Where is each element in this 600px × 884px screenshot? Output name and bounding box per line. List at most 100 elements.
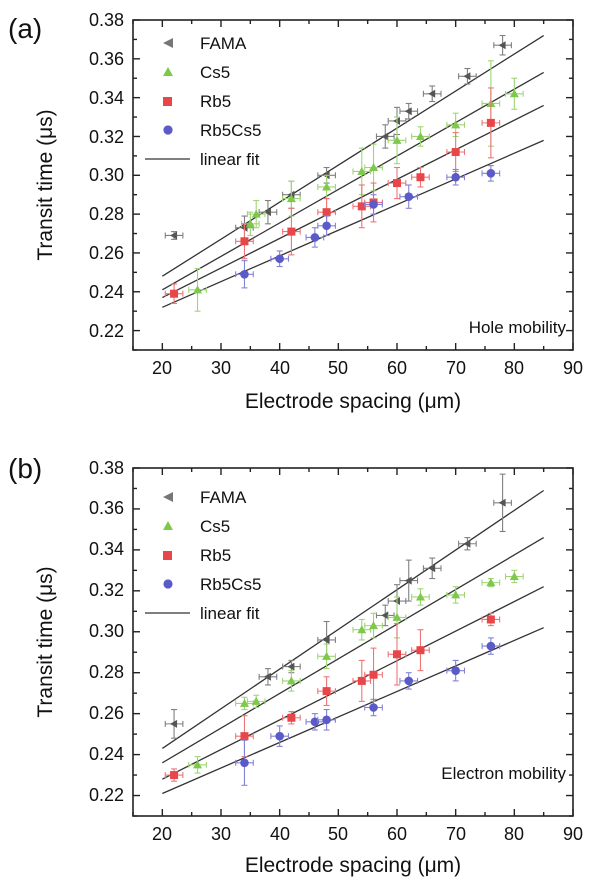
marker-circle bbox=[451, 666, 460, 675]
marker-triangle-left bbox=[381, 132, 389, 141]
data-point-fama bbox=[164, 709, 184, 739]
data-point-rb5 bbox=[282, 207, 301, 256]
marker-circle bbox=[369, 703, 378, 712]
marker-triangle-up bbox=[357, 625, 367, 634]
marker-square bbox=[357, 676, 366, 685]
marker-triangle-left bbox=[463, 72, 471, 81]
marker-triangle-left bbox=[428, 564, 436, 573]
panel-a-x-tick-labels: 20 30 40 50 60 70 80 90 bbox=[152, 358, 583, 378]
panel-a-xtick-label: 70 bbox=[446, 358, 466, 378]
panel-b: (b) 0.22 0.24 0.26 0.28 0.30 0.32 0.34 0… bbox=[8, 453, 583, 877]
panel-a-ytick-label: 0.30 bbox=[89, 165, 124, 185]
data-point-fama bbox=[399, 559, 419, 602]
data-point-rb5cs5 bbox=[317, 215, 336, 237]
panel-b-xtick-label: 70 bbox=[446, 824, 466, 844]
data-point-cs5 bbox=[317, 174, 336, 200]
legend-label-rb5: Rb5 bbox=[200, 92, 231, 111]
panel-a-ytick-label: 0.28 bbox=[89, 204, 124, 224]
marker-square bbox=[369, 670, 378, 679]
panel-b-ytick-label: 0.34 bbox=[89, 539, 124, 559]
marker-square bbox=[393, 179, 401, 188]
fit-line-cs5 bbox=[162, 71, 544, 291]
legend-label-cs5: Cs5 bbox=[200, 63, 230, 82]
data-point-rb5cs5 bbox=[270, 725, 290, 747]
data-point-rb5cs5 bbox=[364, 194, 383, 215]
legend-label-fit: linear fit bbox=[200, 604, 260, 623]
data-point-rb5cs5 bbox=[446, 659, 466, 682]
marker-triangle-up bbox=[392, 612, 402, 621]
panel-a-ytick-label: 0.24 bbox=[89, 282, 124, 302]
marker-triangle-up bbox=[193, 760, 203, 769]
legend-rb5-marker bbox=[163, 551, 172, 560]
data-point-rb5 bbox=[317, 676, 336, 707]
panel-b-xtick-label: 40 bbox=[270, 824, 290, 844]
marker-triangle-left bbox=[170, 719, 178, 728]
panel-b-x-tick-labels: 20 30 40 50 60 70 80 90 bbox=[152, 824, 583, 844]
panel-a-ytick-label: 0.38 bbox=[89, 10, 124, 30]
fit-line-cs5 bbox=[162, 537, 544, 764]
panel-b-xtick-label: 60 bbox=[387, 824, 407, 844]
data-point-fama bbox=[422, 85, 442, 103]
data-point-cs5 bbox=[352, 618, 372, 641]
data-point-fama bbox=[458, 67, 477, 85]
data-point-rb5cs5 bbox=[364, 698, 383, 717]
legend-label-cs5: Cs5 bbox=[200, 517, 230, 536]
fit-line-rb5cs5 bbox=[162, 627, 544, 795]
panel-a: (a) 0.22 0.24 0.26 0.28 0.30 0.32 0.34 0… bbox=[8, 10, 583, 413]
marker-triangle-left bbox=[498, 41, 506, 50]
data-point-rb5 bbox=[411, 166, 430, 188]
data-point-cs5 bbox=[446, 112, 466, 138]
data-point-fama bbox=[399, 102, 419, 120]
data-point-fama bbox=[258, 668, 278, 686]
fit-line-rb5cs5 bbox=[162, 139, 544, 308]
marker-circle bbox=[486, 641, 496, 651]
panel-a-data-points bbox=[164, 34, 524, 312]
marker-square bbox=[287, 227, 296, 236]
panel-b-plot-frame bbox=[132, 467, 574, 817]
panel-a-annotation: Hole mobility bbox=[469, 318, 567, 337]
marker-circle bbox=[310, 233, 320, 242]
panel-b-label: (b) bbox=[8, 453, 42, 484]
panel-b-ytick-label: 0.30 bbox=[89, 621, 124, 641]
data-point-rb5 bbox=[387, 623, 407, 686]
data-point-rb5cs5 bbox=[481, 637, 501, 655]
panel-a-ytick-label: 0.26 bbox=[89, 243, 124, 263]
marker-triangle-up bbox=[286, 194, 296, 203]
marker-triangle-up bbox=[486, 578, 496, 587]
data-point-fama bbox=[258, 199, 278, 225]
panel-b-annotation: Electron mobility bbox=[441, 764, 566, 783]
marker-square bbox=[287, 713, 296, 722]
marker-triangle-up bbox=[451, 120, 461, 129]
fit-line-rb5 bbox=[162, 104, 544, 299]
marker-triangle-up bbox=[415, 592, 425, 601]
data-point-cs5 bbox=[246, 199, 266, 229]
data-point-cs5 bbox=[504, 569, 524, 584]
legend-label-fit: linear fit bbox=[200, 150, 260, 169]
marker-triangle-up bbox=[369, 621, 379, 630]
data-point-rb5cs5 bbox=[235, 739, 254, 786]
data-point-cs5 bbox=[504, 77, 524, 110]
panel-b-legend: FAMA Cs5 Rb5 Rb5Cs5 linear fit bbox=[145, 488, 261, 623]
data-point-rb5 bbox=[282, 711, 301, 725]
data-point-rb5 bbox=[481, 612, 501, 627]
panel-a-xtick-label: 30 bbox=[211, 358, 231, 378]
panel-b-ytick-label: 0.22 bbox=[89, 785, 124, 805]
data-point-rb5cs5 bbox=[305, 227, 325, 248]
marker-triangle-up bbox=[451, 590, 461, 599]
marker-square bbox=[170, 771, 179, 780]
marker-triangle-up bbox=[239, 698, 249, 707]
data-point-fama bbox=[422, 557, 442, 580]
data-point-fama bbox=[458, 537, 477, 551]
marker-triangle-up bbox=[509, 571, 519, 580]
panel-b-xtick-label: 20 bbox=[152, 824, 172, 844]
data-point-rb5 bbox=[164, 283, 184, 304]
marker-square bbox=[240, 732, 249, 741]
marker-square bbox=[322, 208, 331, 217]
data-point-rb5 bbox=[387, 166, 407, 200]
panel-b-xtick-label: 50 bbox=[328, 824, 348, 844]
data-point-rb5cs5 bbox=[305, 713, 325, 731]
legend-label-rb5: Rb5 bbox=[200, 546, 231, 565]
data-point-fama bbox=[375, 124, 395, 149]
marker-triangle-left bbox=[404, 576, 412, 585]
